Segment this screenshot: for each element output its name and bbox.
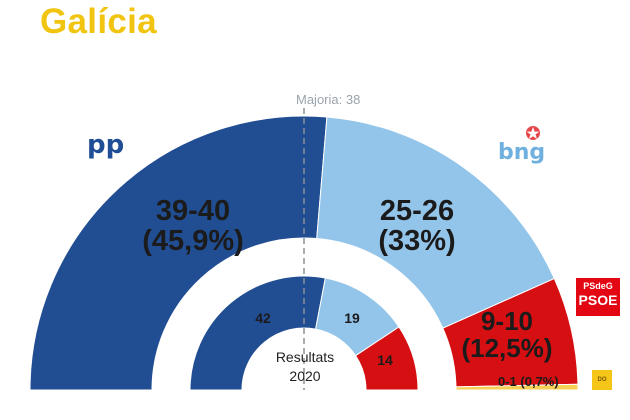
bng-range: 25-26 bbox=[379, 195, 455, 227]
outer-seg-pp bbox=[29, 115, 328, 391]
psoe-logo-line2: PSOE bbox=[578, 292, 618, 308]
center-caption-line1: Resultats bbox=[275, 349, 335, 365]
psoe-range: 9-10 bbox=[480, 306, 534, 336]
psoe-logo-line1: PSdeG bbox=[583, 281, 613, 291]
psoe-logo-icon: PSdeG PSOE bbox=[576, 278, 620, 316]
outer-seg-other bbox=[455, 383, 579, 391]
pp-percent: (45,9%) bbox=[142, 225, 244, 258]
psoe-seat-label: 9-10 (12,5%) bbox=[442, 306, 572, 364]
pp-2020-label: 42 bbox=[255, 310, 271, 326]
bng-logo-icon: bng bbox=[498, 140, 546, 165]
outer-ring bbox=[29, 115, 579, 391]
outer-seg-bng bbox=[316, 116, 555, 329]
page-title: Galícia bbox=[40, 2, 157, 41]
psoe-percent: (12,5%) bbox=[461, 333, 553, 364]
pp-seat-label: 39-40 (45,9%) bbox=[118, 196, 268, 257]
inner-ring bbox=[189, 275, 419, 391]
psoe-2020-label: 14 bbox=[377, 352, 393, 368]
pp-logo-icon: pp bbox=[87, 130, 125, 160]
bng-seat-label: 25-26 (33%) bbox=[352, 196, 482, 257]
majority-label: Majoria: 38 bbox=[296, 92, 361, 107]
center-caption-line2: 2020 bbox=[289, 367, 321, 384]
bng-star-icon bbox=[526, 126, 540, 140]
other-party-logo-icon: DO bbox=[592, 370, 612, 390]
other-seat-label: 0-1 (0,7%) bbox=[498, 374, 559, 389]
bng-2020-label: 19 bbox=[344, 310, 360, 326]
center-caption: Resultats 2020 bbox=[255, 348, 355, 386]
pp-range: 39-40 bbox=[155, 195, 231, 227]
bng-percent: (33%) bbox=[378, 225, 456, 258]
